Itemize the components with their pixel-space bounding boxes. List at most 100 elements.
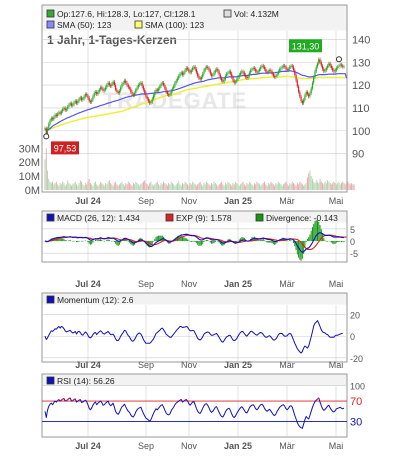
candle-body bbox=[323, 69, 325, 72]
volume-bar bbox=[300, 183, 302, 190]
rsi-tick-label: 100 bbox=[350, 382, 365, 392]
volume-bar bbox=[212, 184, 214, 190]
candle-body bbox=[152, 95, 155, 99]
candle-body bbox=[117, 91, 119, 93]
candle-body bbox=[174, 82, 176, 87]
x-tick-label: Sep bbox=[138, 360, 154, 370]
volume-bar bbox=[296, 183, 298, 190]
watermark-text: TRADEGATE bbox=[103, 88, 247, 113]
candle-body bbox=[106, 85, 108, 88]
volume-bar bbox=[160, 183, 162, 190]
rsi-tick-label: 30 bbox=[350, 417, 362, 429]
candle-body bbox=[237, 77, 239, 80]
candle-body bbox=[199, 78, 201, 80]
volume-bar bbox=[111, 184, 113, 190]
volume-bar bbox=[119, 184, 120, 190]
volume-bar bbox=[165, 184, 167, 190]
candle-body bbox=[280, 68, 282, 70]
volume-bar bbox=[131, 185, 133, 190]
volume-bar bbox=[156, 181, 158, 190]
price-tick-label: 110 bbox=[352, 103, 370, 115]
x-tick-label: Nov bbox=[181, 279, 198, 289]
volume-bar bbox=[334, 183, 336, 190]
candle-body bbox=[228, 71, 230, 73]
candle-body bbox=[198, 76, 200, 79]
candle-body bbox=[183, 72, 185, 75]
candle-body bbox=[221, 78, 223, 81]
volume-bar bbox=[81, 181, 82, 190]
x-tick-label: Jul 24 bbox=[75, 279, 101, 289]
volume-bar bbox=[61, 184, 62, 190]
volume-bar bbox=[246, 183, 248, 190]
candle-body bbox=[294, 70, 296, 75]
x-tick-label: Jan 25 bbox=[224, 279, 252, 289]
candle-body bbox=[338, 65, 340, 67]
volume-bar bbox=[136, 183, 138, 190]
candle-body bbox=[181, 72, 184, 75]
volume-bar bbox=[339, 184, 341, 190]
volume-bar bbox=[161, 184, 163, 190]
legend-sma100-label: SMA (100): 123 bbox=[145, 20, 204, 30]
candle-body bbox=[46, 128, 49, 137]
candle-body bbox=[286, 69, 288, 71]
rsi-tick-label: 70 bbox=[350, 396, 362, 408]
volume-bar bbox=[264, 181, 265, 190]
candle-body bbox=[52, 118, 54, 120]
candle-body bbox=[137, 85, 139, 88]
volume-bar bbox=[204, 184, 206, 190]
candle-body bbox=[313, 77, 315, 83]
extreme-marker bbox=[43, 133, 50, 140]
candle-body bbox=[179, 73, 181, 76]
candle-body bbox=[342, 65, 344, 67]
candle-body bbox=[176, 78, 179, 81]
volume-bar bbox=[270, 181, 272, 190]
volume-bar bbox=[325, 183, 327, 190]
volume-bar bbox=[245, 185, 246, 190]
candle-body bbox=[322, 65, 324, 70]
candle-body bbox=[164, 85, 166, 89]
low-callout-box bbox=[51, 141, 79, 155]
candle-body bbox=[314, 71, 316, 78]
volume-bar bbox=[126, 184, 128, 190]
volume-bar bbox=[140, 184, 142, 190]
volume-bar bbox=[272, 184, 274, 190]
volume-bar bbox=[47, 170, 48, 190]
volume-bar bbox=[68, 183, 70, 190]
volume-bar bbox=[125, 183, 127, 190]
candle-body bbox=[200, 77, 202, 80]
volume-bar bbox=[188, 185, 190, 190]
momentum-tick-label: 20 bbox=[350, 311, 360, 321]
volume-bar bbox=[121, 181, 123, 190]
volume-bar bbox=[309, 170, 311, 190]
x-tick-label: Jul 24 bbox=[75, 360, 101, 370]
legend-ohlc-label: Op:127.6, Hi:128.3, Lo:127, Cl:128.1 bbox=[57, 9, 196, 19]
volume-bar bbox=[214, 183, 216, 190]
candle-body bbox=[105, 87, 107, 90]
volume-bar bbox=[141, 183, 143, 190]
legend-sma50-label: SMA (50): 123 bbox=[57, 20, 112, 30]
candle-body bbox=[154, 91, 156, 96]
x-tick-label: Jan 25 bbox=[224, 196, 252, 206]
volume-bar bbox=[310, 176, 312, 190]
volume-bar bbox=[285, 181, 287, 190]
candle-body bbox=[113, 81, 115, 86]
candle-body bbox=[305, 91, 307, 96]
volume-bar bbox=[163, 181, 164, 190]
rsi-overbought-segment bbox=[66, 399, 69, 402]
x-tick-label: Mai bbox=[329, 196, 344, 206]
macd-header-band bbox=[42, 211, 347, 223]
candle-body bbox=[178, 76, 180, 79]
extreme-marker bbox=[335, 56, 342, 63]
header-band-fill bbox=[42, 5, 347, 31]
candle-body bbox=[120, 87, 122, 91]
volume-bar bbox=[329, 183, 331, 190]
candle-body bbox=[236, 79, 238, 82]
candle-body bbox=[98, 89, 100, 92]
volume-bar bbox=[299, 181, 301, 190]
legend-macd-swatch bbox=[46, 213, 55, 222]
candle-body bbox=[55, 114, 57, 116]
candle-body bbox=[48, 123, 50, 129]
candle-body bbox=[180, 72, 182, 74]
volume-bar bbox=[233, 184, 235, 190]
volume-bar bbox=[284, 183, 286, 190]
